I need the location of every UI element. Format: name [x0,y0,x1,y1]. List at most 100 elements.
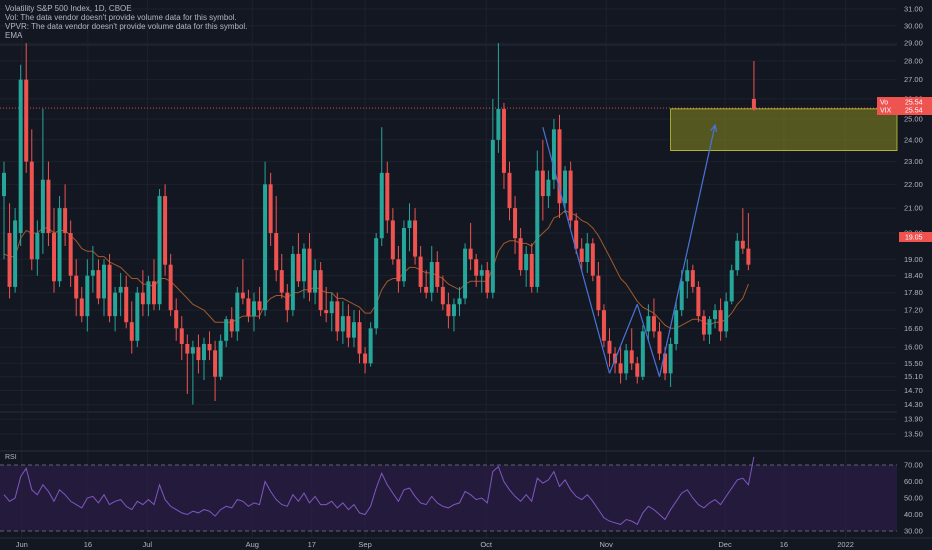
candle-body [85,275,90,317]
candle-body [546,179,551,197]
candle-body [674,310,679,344]
candle-body [479,270,484,276]
trend-line [608,304,638,374]
candle-body [229,319,234,332]
price-tick-label: 27.00 [904,75,923,84]
candle-body [390,220,395,260]
ema-price-tag-bg [899,232,932,242]
candle-body [657,331,662,354]
candle-body [324,310,329,314]
price-tick-label: 19.00 [904,255,923,264]
candle-body [713,310,718,320]
candle-body [18,79,23,234]
price-tick-label: 31.00 [904,5,923,14]
candle-body [201,343,206,361]
price-tick-label: 18.40 [904,271,923,280]
candle-body [274,233,279,271]
candle-body [424,286,429,293]
candle-body [29,161,34,260]
trend-line [636,304,661,377]
rsi-tick-label: 40.00 [904,510,923,519]
legend-ema[interactable]: EMA [5,31,23,40]
candle-body [285,292,290,311]
candle-body [151,281,156,305]
chart-legend: Volatility S&P 500 Index, 1D, CBOE Vol: … [5,4,247,40]
candle-body [374,238,379,329]
candle-body [690,270,695,287]
candle-body [440,286,445,305]
candle-body [301,248,306,282]
price-tick-label: 16.60 [904,324,923,333]
price-tick-label: 28.00 [904,57,923,66]
time-tick-label: Jul [143,540,153,549]
candle-body [318,270,323,311]
candle-body [157,196,162,305]
candle-body [585,243,590,262]
candle-body [396,259,401,282]
candle-body [540,170,545,197]
legend-vpvr: VPVR: The data vendor doesn't provide vo… [5,22,248,31]
candle-body [485,270,490,293]
price-tick-label: 14.30 [904,400,923,409]
candle-body [46,179,51,234]
candle-body [2,172,6,197]
candle-body [357,322,362,354]
candle-body [696,286,701,317]
candles-layer [2,43,756,405]
candle-body [257,301,262,311]
candle-body [246,298,251,317]
price-tick-label: 16.00 [904,343,923,352]
candle-body [474,259,479,276]
candle-body [368,328,373,364]
candle-body [207,343,212,351]
time-tick-label: Jun [16,540,28,549]
candle-body [701,316,706,335]
candle-body [446,304,451,317]
candle-body [179,328,184,344]
candle-body [413,220,418,257]
price-tick-label: 14.70 [904,386,923,395]
candle-body [557,129,562,204]
candle-body [163,196,168,265]
candle-body [596,275,601,311]
price-tick-label: 21.00 [904,204,923,213]
price-tick-label: 15.50 [904,359,923,368]
candle-body [501,108,506,173]
time-tick-label: Oct [480,540,493,549]
candle-body [13,220,18,287]
trend-arrows-layer [542,123,718,377]
candle-body [40,179,45,234]
price-tick-label: 23.00 [904,157,923,166]
time-tick-label: 16 [780,540,788,549]
price-tick-label: 13.50 [904,430,923,439]
candle-body [385,172,390,221]
candle-body [707,319,712,335]
rsi-pane [0,450,932,539]
candle-body [235,292,240,332]
price-tick-label: 22.00 [904,180,923,189]
candle-body [174,310,179,329]
price-tick-label: 30.00 [904,21,923,30]
candle-body [429,261,434,293]
rsi-tick-label: 60.00 [904,477,923,486]
current-price-tag-value: 25.54 [905,100,923,107]
candle-body [240,292,245,299]
candle-body [107,264,112,317]
candle-body [329,301,334,314]
time-tick-label: Nov [599,540,613,549]
candle-body [590,243,595,276]
candle-body [124,286,129,323]
candle-body [507,172,512,209]
price-tick-label: 15.10 [904,372,923,381]
candle-body [513,208,518,239]
candle-body [313,270,318,293]
time-tick-label: 16 [84,540,92,549]
candle-body [563,170,568,204]
candle-body [729,270,734,302]
candle-body [624,350,629,374]
candle-body [340,316,345,332]
time-axis[interactable]: Jun 16 Jul Aug 17 Sep Oct Nov Dec 16 2022 [16,540,854,549]
candle-body [468,248,473,260]
legend-title[interactable]: Volatility S&P 500 Index, 1D, CBOE [5,4,132,13]
